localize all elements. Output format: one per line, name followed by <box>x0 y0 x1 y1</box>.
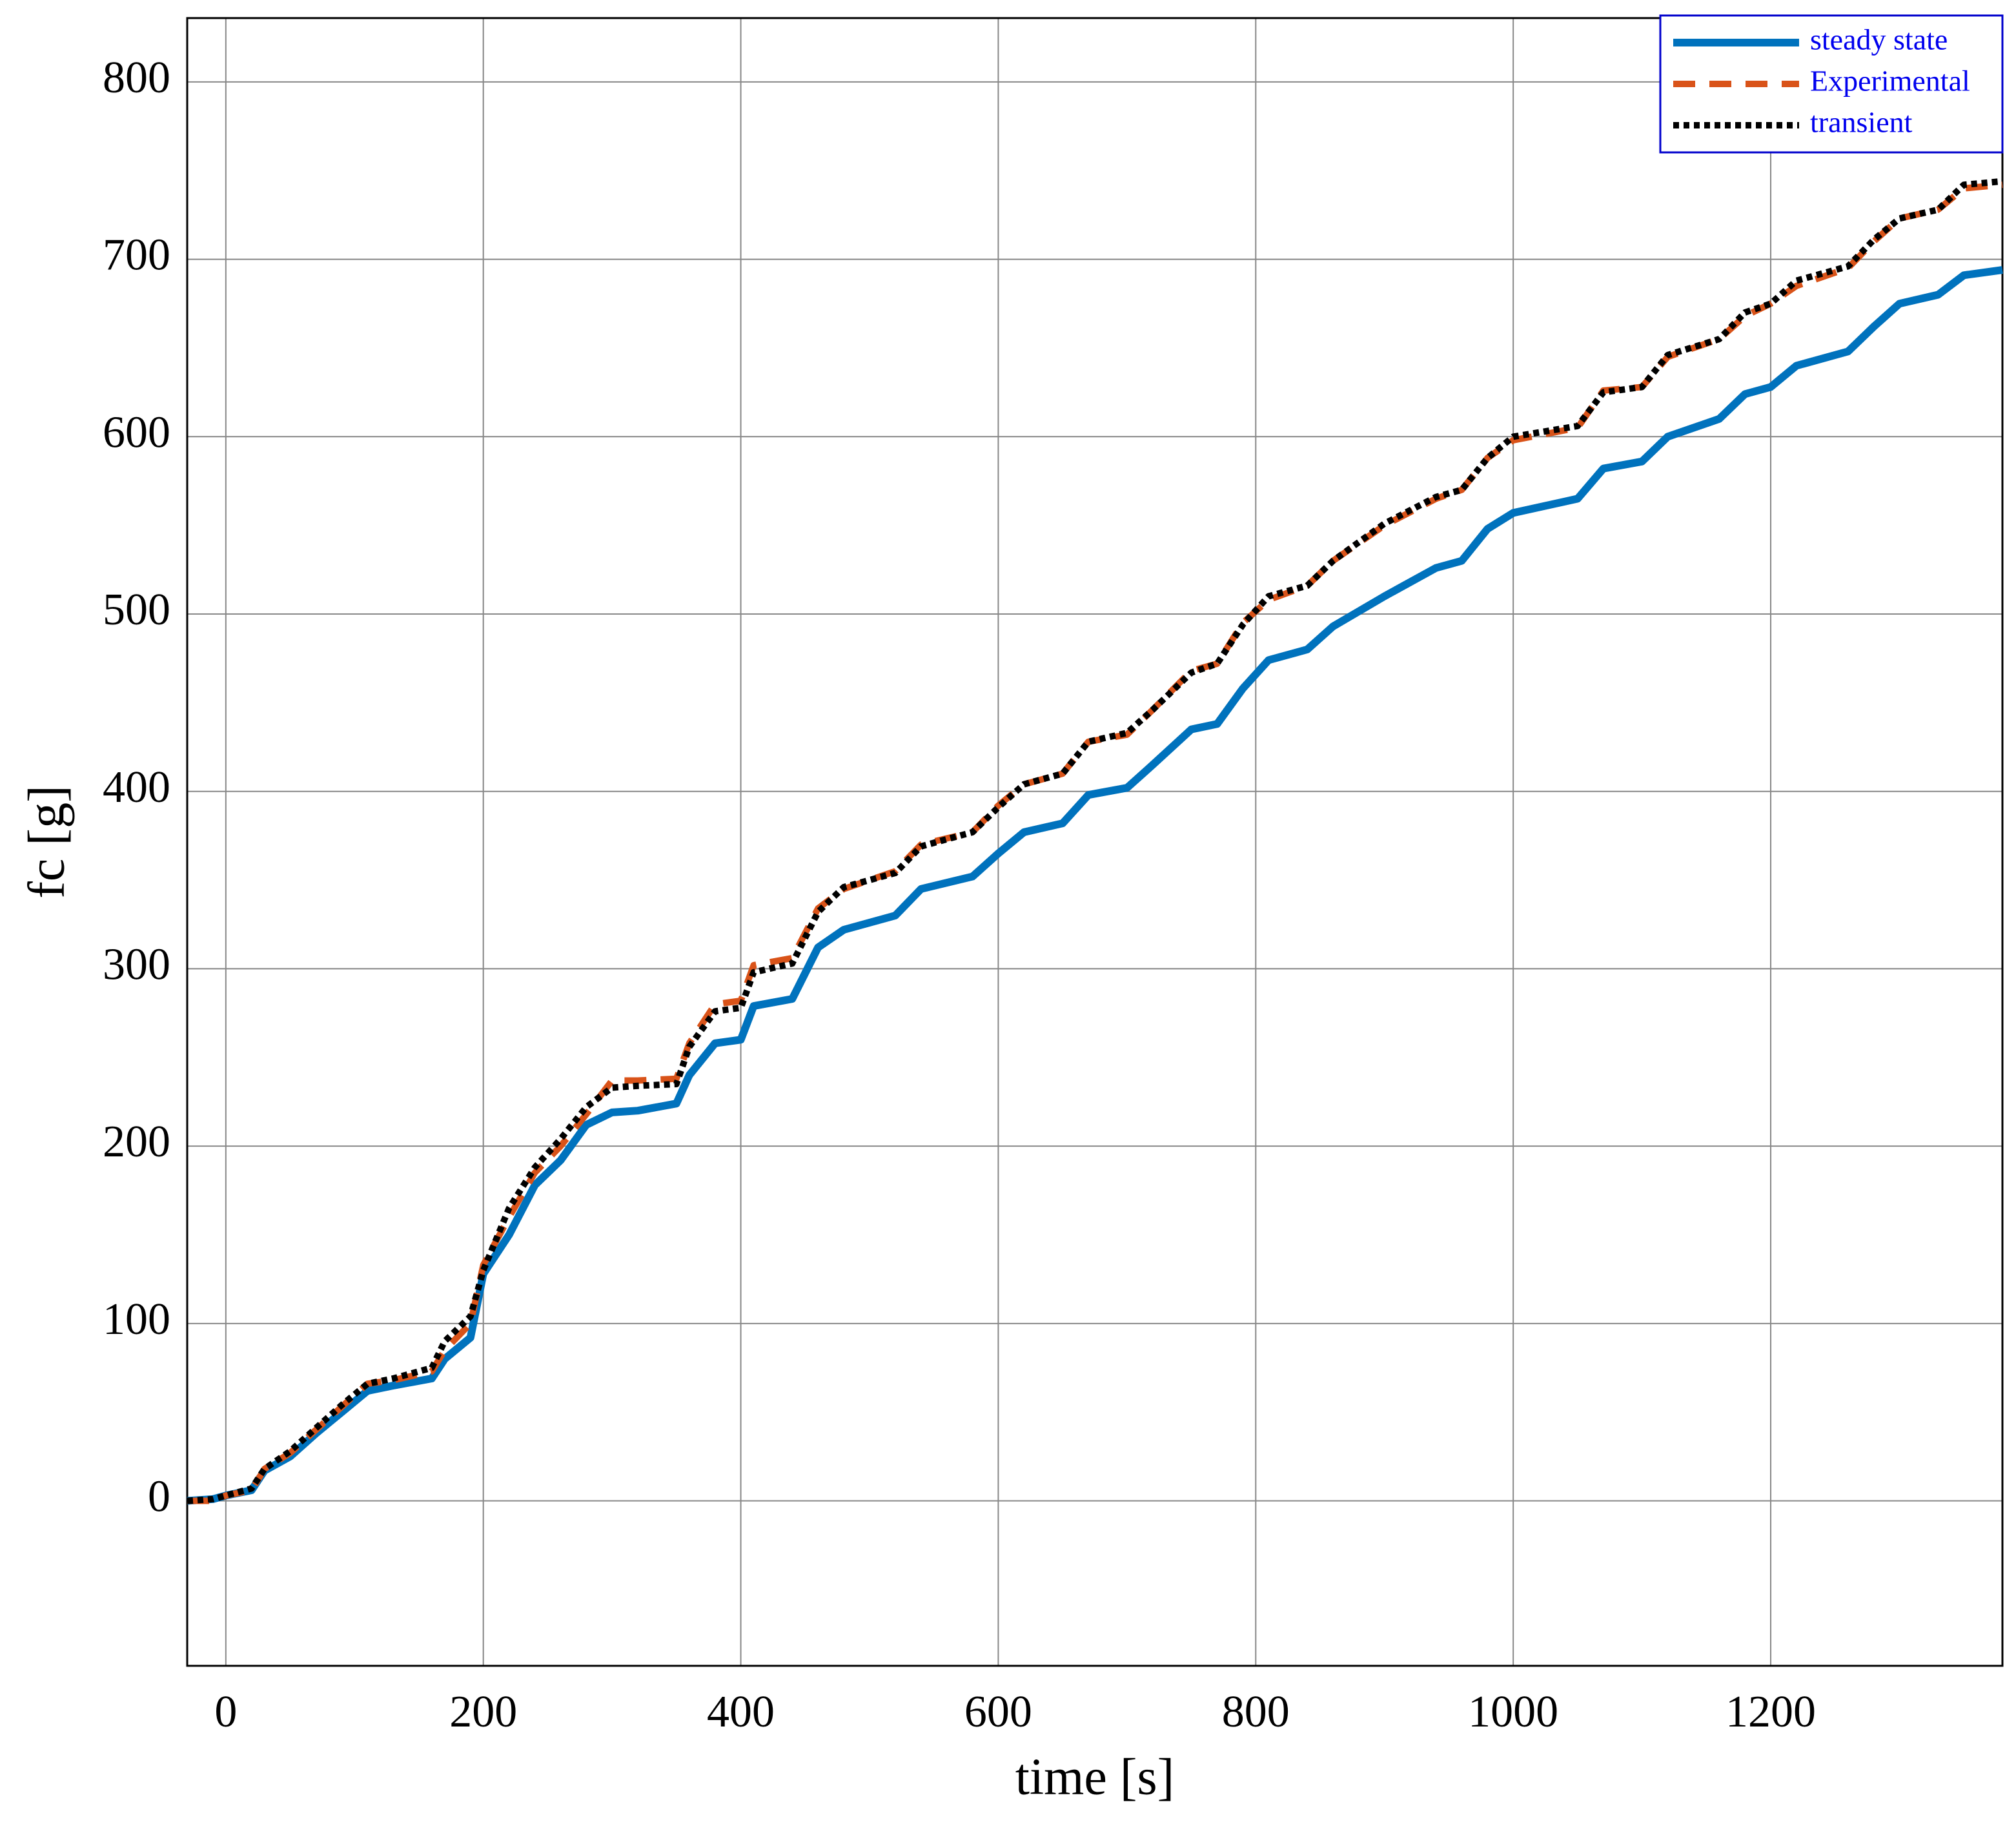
series-line <box>187 178 2003 1504</box>
plot-frame <box>186 17 2004 1667</box>
y-tick-label: 700 <box>103 231 170 280</box>
x-tick-label: 1000 <box>1468 1687 1558 1737</box>
y-tick-label: 100 <box>103 1295 170 1344</box>
y-tick-label: 500 <box>103 585 170 635</box>
y-tick-label: 200 <box>103 1117 170 1167</box>
legend-label: Experimental <box>1810 65 1970 97</box>
x-tick-label: 200 <box>449 1687 517 1737</box>
legend-label: steady state <box>1810 23 1948 56</box>
y-axis-label: fc [g] <box>18 785 75 898</box>
y-tick-label: 600 <box>103 407 170 457</box>
x-axis-label: time [s] <box>1015 1748 1175 1805</box>
plot-area <box>187 18 2002 1666</box>
y-tick-label: 800 <box>103 53 170 103</box>
x-tick-label: 600 <box>964 1687 1032 1737</box>
x-tick-label: 1200 <box>1726 1687 1816 1737</box>
y-tick-label: 0 <box>148 1472 170 1522</box>
x-tick-label: 400 <box>707 1687 775 1737</box>
y-tick-label: 300 <box>103 939 170 989</box>
x-tick-label: 800 <box>1222 1687 1290 1737</box>
legend: steady state Experimental transient <box>1659 14 2004 154</box>
legend-label: transient <box>1810 106 1913 139</box>
y-tick-label: 400 <box>103 763 170 812</box>
series-line <box>187 266 2003 1505</box>
x-tick-label: 0 <box>214 1687 237 1737</box>
